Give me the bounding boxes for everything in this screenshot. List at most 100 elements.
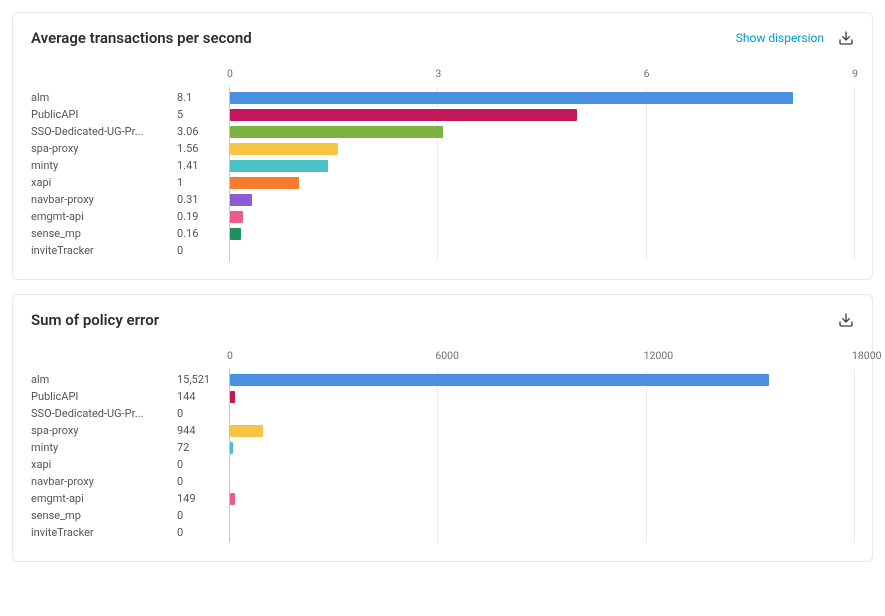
bar[interactable]: [230, 143, 338, 155]
row-label: PublicAPI: [31, 108, 171, 121]
panel-avg-tps: Average transactions per second Show disp…: [12, 12, 873, 280]
bar-cell: [229, 388, 854, 405]
row-value: 0: [175, 509, 225, 522]
axis-tick: 0: [227, 67, 233, 80]
row-value: 149: [175, 492, 225, 505]
row-value: 0: [175, 244, 225, 257]
bar-cell: [229, 123, 854, 140]
bar-cell: [229, 140, 854, 157]
panel-actions: Show dispersion: [736, 30, 854, 46]
bar[interactable]: [230, 177, 299, 189]
row-value: 72: [175, 441, 225, 454]
bar[interactable]: [230, 211, 243, 223]
axis-tick: 18000: [852, 349, 882, 362]
bar[interactable]: [230, 374, 769, 386]
row-value: 15,521: [175, 373, 225, 386]
row-value: 0: [175, 526, 225, 539]
download-icon[interactable]: [838, 312, 854, 328]
bar[interactable]: [230, 493, 235, 505]
grid-line: [229, 522, 230, 543]
row-label: minty: [31, 159, 171, 172]
panel-title: Sum of policy error: [31, 311, 159, 329]
row-value: 5: [175, 108, 225, 121]
show-dispersion-link[interactable]: Show dispersion: [736, 31, 824, 45]
row-value: 144: [175, 390, 225, 403]
grid-line: [437, 522, 438, 543]
bar[interactable]: [230, 126, 443, 138]
bar[interactable]: [230, 442, 233, 454]
axis-tick: 12000: [644, 349, 674, 362]
row-value: 0: [175, 407, 225, 420]
grid-line: [646, 522, 647, 543]
axis-tick: 6: [644, 67, 650, 80]
bar-cell: [229, 524, 854, 541]
row-label: SSO-Dedicated-UG-Pr...: [31, 407, 171, 420]
bar-cell: [229, 191, 854, 208]
row-label: spa-proxy: [31, 424, 171, 437]
row-value: 0.19: [175, 210, 225, 223]
row-value: 8.1: [175, 91, 225, 104]
bar[interactable]: [230, 109, 577, 121]
grid-line: [229, 240, 230, 261]
row-value: 0: [175, 475, 225, 488]
axis-tick: 3: [435, 67, 441, 80]
row-value: 0.16: [175, 227, 225, 240]
row-value: 1.41: [175, 159, 225, 172]
bar[interactable]: [230, 194, 252, 206]
x-axis: 060001200018000: [229, 349, 854, 365]
bar-cell: [229, 507, 854, 524]
row-label: alm: [31, 373, 171, 386]
bar-cell: [229, 106, 854, 123]
bar[interactable]: [230, 391, 235, 403]
row-value: 0: [175, 458, 225, 471]
panel-title: Average transactions per second: [31, 29, 252, 47]
row-value: 1.56: [175, 142, 225, 155]
bar-cell: [229, 225, 854, 242]
grid-line: [437, 240, 438, 261]
bar-chart: 060001200018000alm15,521PublicAPI144SSO-…: [31, 349, 854, 541]
panel-header: Sum of policy error: [31, 311, 854, 329]
row-label: sense_mp: [31, 509, 171, 522]
bar[interactable]: [230, 160, 328, 172]
row-label: emgmt-api: [31, 492, 171, 505]
row-value: 944: [175, 424, 225, 437]
row-value: 1: [175, 176, 225, 189]
panel-header: Average transactions per second Show disp…: [31, 29, 854, 47]
bar-chart: 0369alm8.1PublicAPI5SSO-Dedicated-UG-Pr.…: [31, 67, 854, 259]
panel-actions: [838, 312, 854, 328]
panel-policy-error: Sum of policy error 060001200018000alm15…: [12, 294, 873, 562]
bar-cell: [229, 439, 854, 456]
row-label: sense_mp: [31, 227, 171, 240]
bar-cell: [229, 157, 854, 174]
row-value: 3.06: [175, 125, 225, 138]
row-value: 0.31: [175, 193, 225, 206]
bar-cell: [229, 422, 854, 439]
x-axis: 0369: [229, 67, 854, 83]
row-label: emgmt-api: [31, 210, 171, 223]
row-label: inviteTracker: [31, 244, 171, 257]
row-label: navbar-proxy: [31, 475, 171, 488]
download-icon[interactable]: [838, 30, 854, 46]
row-label: minty: [31, 441, 171, 454]
row-label: alm: [31, 91, 171, 104]
bar-cell: [229, 174, 854, 191]
axis-tick: 9: [852, 67, 858, 80]
bar-cell: [229, 89, 854, 106]
bar[interactable]: [230, 228, 241, 240]
bar-cell: [229, 473, 854, 490]
axis-tick: 0: [227, 349, 233, 362]
bar[interactable]: [230, 425, 263, 437]
row-label: navbar-proxy: [31, 193, 171, 206]
bar[interactable]: [230, 92, 793, 104]
grid-line: [854, 240, 855, 261]
row-label: SSO-Dedicated-UG-Pr...: [31, 125, 171, 138]
bar-cell: [229, 405, 854, 422]
bar-cell: [229, 242, 854, 259]
bar-cell: [229, 490, 854, 507]
row-label: inviteTracker: [31, 526, 171, 539]
axis-tick: 6000: [435, 349, 459, 362]
row-label: PublicAPI: [31, 390, 171, 403]
bar-cell: [229, 371, 854, 388]
grid-line: [646, 240, 647, 261]
row-label: spa-proxy: [31, 142, 171, 155]
